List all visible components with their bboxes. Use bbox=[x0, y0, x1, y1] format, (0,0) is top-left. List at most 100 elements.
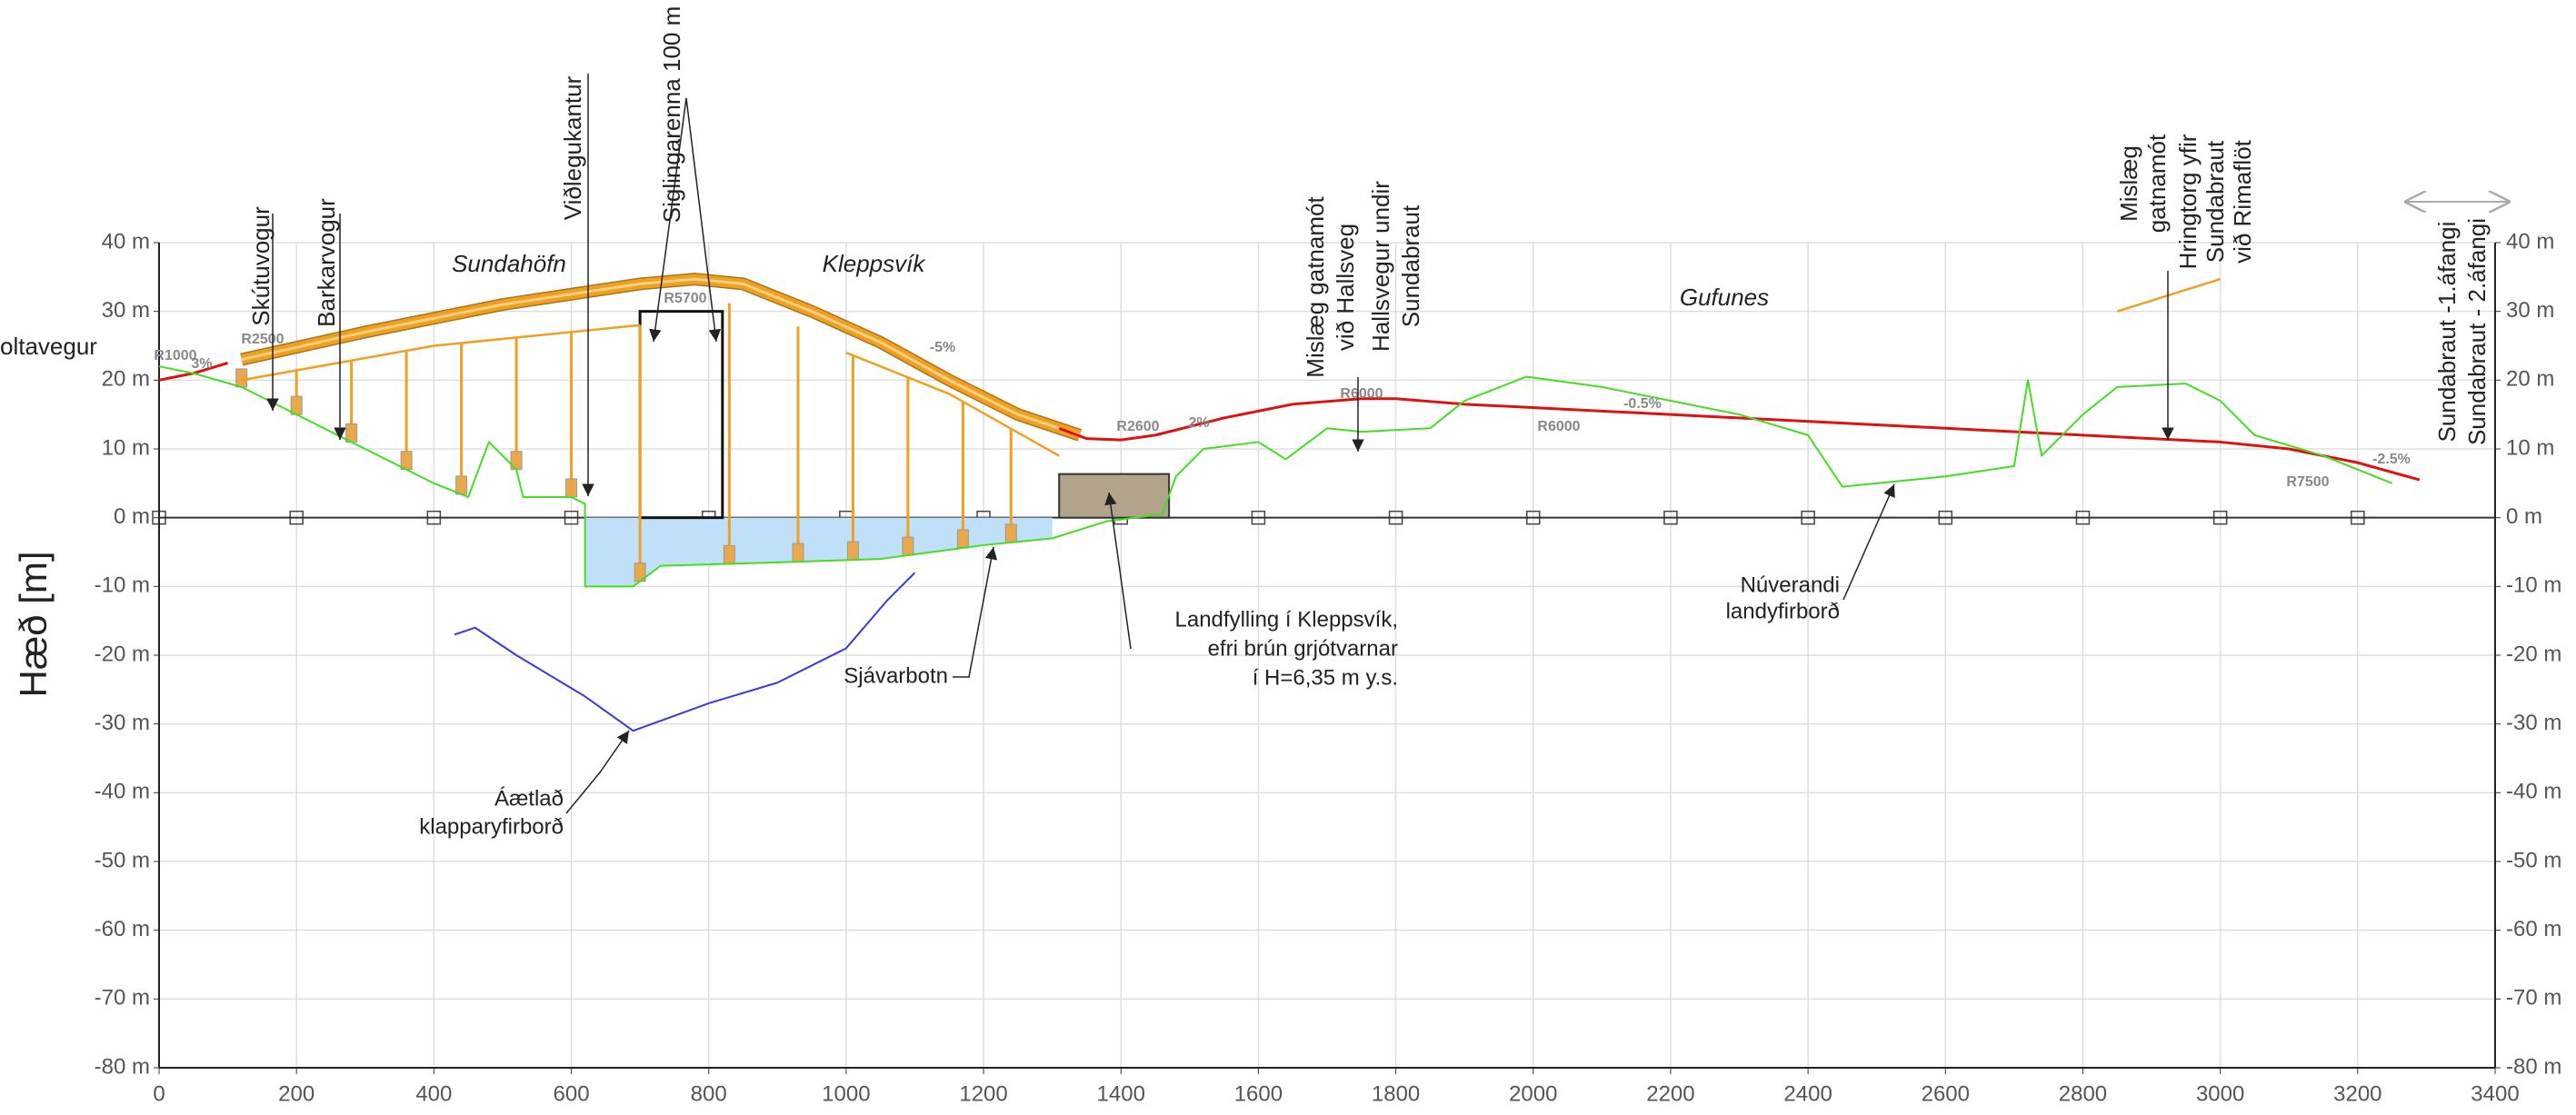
y-tick-label-right: 20 m bbox=[2506, 367, 2554, 392]
area-label: Sundahöfn bbox=[452, 250, 566, 277]
profile-note: R2600 bbox=[1116, 419, 1159, 434]
y-tick-label: -30 m bbox=[95, 711, 150, 735]
callout-label: landyfirborð bbox=[1726, 599, 1840, 623]
leader-line bbox=[953, 546, 998, 678]
y-tick-label: 40 m bbox=[102, 229, 150, 254]
x-tick-label: 3200 bbox=[2333, 1081, 2381, 1106]
road-label: Mislæg bbox=[2115, 145, 2142, 222]
profile-note: -0.5% bbox=[1623, 396, 1662, 412]
y-axis-title: Hæð [m] bbox=[12, 551, 55, 697]
y-tick-label-right: -80 m bbox=[2506, 1054, 2561, 1079]
profile-note: 3% bbox=[191, 356, 212, 372]
pier-footing bbox=[235, 368, 248, 388]
y-tick-label: -60 m bbox=[95, 917, 150, 941]
y-tick-label: -10 m bbox=[95, 573, 150, 598]
callout-label: Áætlað bbox=[494, 786, 564, 811]
x-tick-label: 2000 bbox=[1509, 1081, 1557, 1106]
leader-line bbox=[685, 97, 722, 343]
y-tick-label: 20 m bbox=[102, 367, 150, 392]
y-tick-label-right: -50 m bbox=[2506, 848, 2561, 872]
profile-note: R5700 bbox=[664, 291, 706, 306]
callout-label: Sjávarbotn bbox=[844, 663, 948, 688]
road-label: oltavegur bbox=[0, 333, 97, 360]
bedrock bbox=[454, 572, 916, 732]
x-tick-label: 1400 bbox=[1097, 1081, 1145, 1106]
profile-note: -5% bbox=[930, 340, 955, 355]
y-tick-label-right: -30 m bbox=[2506, 711, 2561, 735]
terrain bbox=[158, 365, 2392, 588]
x-tick-label: 1200 bbox=[959, 1081, 1007, 1106]
x-tick-label: 2800 bbox=[2059, 1081, 2107, 1106]
x-tick-label: 0 bbox=[153, 1081, 165, 1106]
x-tick-label: 1600 bbox=[1234, 1081, 1283, 1106]
callout-label: Núverandi bbox=[1741, 572, 1840, 597]
water bbox=[584, 517, 1053, 587]
y-tick-label-right: 30 m bbox=[2506, 298, 2554, 323]
bridge-deck-core bbox=[241, 277, 1081, 437]
x-tick-label: 400 bbox=[415, 1081, 452, 1106]
pier-footing bbox=[1004, 523, 1017, 543]
road-label: Mislæg gatnamót bbox=[1302, 196, 1329, 378]
interchange-ramp bbox=[2116, 277, 2222, 313]
y-tick-label: -50 m bbox=[95, 848, 150, 872]
road-label: við Rimaflöt bbox=[2229, 139, 2256, 264]
callout-label: í H=6,35 m y.s. bbox=[1253, 665, 1398, 690]
pier-footing bbox=[846, 541, 859, 561]
y-tick-label-right: -60 m bbox=[2506, 917, 2561, 941]
profile-note: R2500 bbox=[241, 332, 284, 347]
x-tick-label: 1800 bbox=[1372, 1081, 1420, 1106]
area-label: Gufunes bbox=[1680, 284, 1769, 311]
road-label: Siglingarenna 100 m bbox=[658, 6, 685, 224]
pier-footing bbox=[902, 536, 914, 556]
road-label: Sundabraut - 2.áfangi bbox=[2463, 218, 2491, 445]
leader-line bbox=[1104, 492, 1132, 650]
pier-footing bbox=[565, 478, 578, 498]
leader-line bbox=[1842, 483, 1895, 601]
callout-label: Landfylling í Kleppsvík, bbox=[1175, 607, 1398, 632]
road-label: Skútuvogur bbox=[247, 206, 275, 326]
bridge-girder bbox=[241, 324, 641, 382]
profile-note: R6000 bbox=[1537, 419, 1580, 434]
profile-note: -2.5% bbox=[2372, 452, 2411, 467]
y-tick-label: -70 m bbox=[95, 986, 150, 1010]
road-label: Sundabraut -1.áfangi bbox=[2433, 222, 2461, 443]
y-tick-label: -40 m bbox=[95, 780, 150, 804]
y-tick-label: 0 m bbox=[114, 504, 150, 529]
road-label: Viðlegukantur bbox=[559, 75, 586, 220]
profile-note: R1000 bbox=[154, 348, 196, 363]
y-tick-label-right: -40 m bbox=[2506, 780, 2561, 804]
bridge-girder bbox=[845, 351, 1060, 457]
y-tick-label: 10 m bbox=[102, 435, 150, 460]
y-tick-label-right: -70 m bbox=[2506, 986, 2561, 1010]
x-tick-label: 2400 bbox=[1783, 1081, 1832, 1106]
callout-label: efri brún grjótvarnar bbox=[1208, 636, 1398, 661]
y-tick-label-right: -20 m bbox=[2506, 642, 2561, 666]
x-tick-label: 3000 bbox=[2196, 1081, 2244, 1106]
y-tick-label-right: 40 m bbox=[2506, 229, 2554, 254]
x-tick-label: 2200 bbox=[1646, 1081, 1694, 1106]
x-tick-label: 600 bbox=[554, 1081, 590, 1106]
x-tick-label: 1000 bbox=[822, 1081, 870, 1106]
y-tick-label-right: 10 m bbox=[2506, 435, 2554, 460]
pier-footing bbox=[956, 529, 969, 549]
road-label: Barkarvogur bbox=[313, 198, 340, 327]
road-label: gatnamót bbox=[2143, 134, 2171, 233]
profile-note: R7500 bbox=[2286, 474, 2329, 490]
road-label: Hallsvegur undir bbox=[1367, 181, 1394, 352]
pier-footing bbox=[723, 544, 735, 564]
landfill bbox=[1058, 473, 1171, 519]
y-tick-label-right: 0 m bbox=[2506, 504, 2542, 529]
road-label: Hringtorg yfir bbox=[2174, 134, 2202, 269]
leader-line bbox=[565, 730, 630, 814]
x-tick-label: 800 bbox=[691, 1081, 727, 1106]
x-tick-label: 200 bbox=[278, 1081, 315, 1106]
y-tick-label: -20 m bbox=[95, 642, 150, 666]
y-tick-label-right: -10 m bbox=[2506, 573, 2561, 598]
callout-label: klapparyfirborð bbox=[419, 814, 564, 839]
y-tick-label: 30 m bbox=[102, 298, 150, 323]
navigation-channel bbox=[638, 310, 724, 520]
area-label: Kleppsvík bbox=[823, 250, 927, 277]
x-tick-label: 2600 bbox=[1922, 1081, 1970, 1106]
pier-footing bbox=[792, 543, 804, 562]
